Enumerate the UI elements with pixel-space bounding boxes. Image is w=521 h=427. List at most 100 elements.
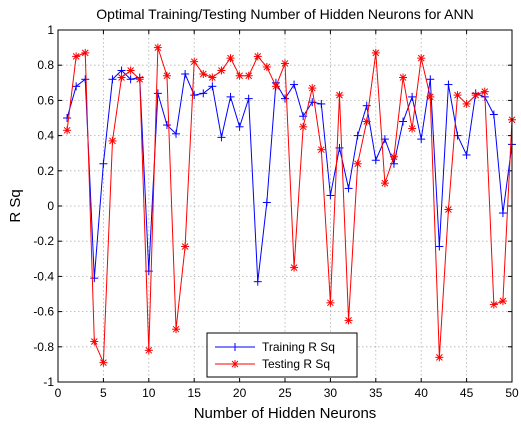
series-2-point	[190, 57, 199, 66]
series-2-point	[444, 205, 453, 214]
series-1-point	[408, 92, 417, 101]
x-tick-label: 45	[460, 386, 474, 400]
y-tick-label: -0.2	[33, 234, 54, 248]
series-2-point	[153, 43, 162, 52]
legend-label-1: Training R Sq	[262, 340, 335, 354]
series-2-point	[235, 71, 244, 80]
y-axis-label: R Sq	[7, 189, 24, 222]
x-tick-label: 30	[324, 386, 338, 400]
series-2-point	[199, 70, 208, 78]
x-tick-label: 15	[188, 386, 202, 400]
series-2-point	[81, 48, 90, 57]
series-1-point	[117, 66, 126, 75]
series-1-point	[244, 94, 253, 103]
series-2-point	[335, 91, 344, 100]
axis-ticks	[57, 29, 513, 383]
x-tick-label: 50	[505, 386, 519, 400]
series-2-point	[271, 82, 280, 91]
y-tick-label: -0.6	[33, 305, 54, 319]
series-2-point	[326, 298, 335, 307]
series-2-point	[90, 337, 99, 346]
series-1-point	[153, 89, 162, 98]
series-1-point	[162, 121, 171, 130]
series-2-point	[226, 54, 235, 63]
y-tick-labels: -1 -0.8 -0.6 -0.4 -0.2 0 0.2 0.4 0.6 0.8 1	[33, 23, 54, 389]
series-2-point	[290, 263, 299, 272]
x-tick-labels: 0 5 10 15 20 25 30 35 40 45 50	[55, 386, 519, 400]
series-2-point	[399, 73, 408, 82]
series-2-point	[380, 179, 389, 188]
series-1-point	[317, 99, 326, 108]
series-1-point	[172, 129, 181, 138]
y-tick-label: 0.6	[37, 93, 54, 107]
series-2-point	[244, 71, 253, 80]
series-2-point	[308, 84, 317, 93]
series-1-point	[462, 150, 471, 159]
x-tick-label: 35	[369, 386, 383, 400]
series-2-point	[489, 300, 498, 309]
series-1-point	[253, 277, 262, 286]
series-1-point	[208, 82, 217, 91]
series-2-point	[63, 126, 72, 135]
series-1-point	[235, 122, 244, 131]
series-2-point	[353, 159, 362, 168]
series-2-point	[108, 136, 117, 145]
y-tick-label: -0.8	[33, 340, 54, 354]
series-1-point	[126, 75, 135, 84]
series-line-2	[66, 47, 513, 363]
grid-lines	[58, 30, 512, 382]
chart-title: Optimal Training/Testing Number of Hidde…	[96, 6, 473, 22]
x-tick-label: 40	[415, 386, 429, 400]
series-1-point	[226, 92, 235, 101]
y-tick-label: -0.4	[33, 269, 54, 283]
series-2-point	[498, 297, 507, 306]
x-tick-label: 5	[100, 386, 107, 400]
legend: Training R Sq Testing R Sq	[206, 332, 358, 378]
series-1-point	[399, 117, 408, 126]
series-1-point	[498, 209, 507, 218]
series-2-point	[389, 152, 398, 161]
series-1-point	[326, 191, 335, 200]
series-1-point	[190, 91, 199, 100]
series-2-point	[126, 66, 135, 75]
legend-items: Training R Sq Testing R Sq	[215, 340, 335, 371]
series-2-point	[135, 75, 144, 84]
series-1-point	[181, 70, 190, 78]
series-1-point	[290, 80, 299, 89]
series-1-point	[108, 75, 117, 84]
series-1-point	[353, 131, 362, 140]
plot-frame	[57, 29, 513, 383]
legend-label-2: Testing R Sq	[262, 357, 330, 371]
y-tick-label: 1	[47, 23, 54, 37]
series-1-point	[262, 198, 271, 207]
series-2-point	[417, 54, 426, 63]
x-tick-label: 10	[142, 386, 156, 400]
series-1-point	[72, 82, 81, 91]
series-1-point	[489, 110, 498, 119]
series-2-point	[344, 316, 353, 325]
series-2-point	[181, 242, 190, 251]
series-1-point	[426, 75, 435, 84]
series-1-point	[99, 159, 108, 168]
x-tick-label: 25	[278, 386, 292, 400]
series-2-point	[281, 59, 289, 68]
legend-marker-1	[231, 343, 239, 351]
series-2-point	[208, 73, 217, 82]
series-1-point	[63, 114, 72, 122]
x-tick-label: 0	[55, 386, 62, 400]
series-2-point	[408, 124, 417, 133]
y-tick-label: 0.8	[37, 58, 54, 72]
series-2-point	[217, 66, 226, 75]
series-2-point	[299, 122, 308, 131]
legend-box	[206, 332, 358, 378]
y-tick-label: 0.4	[37, 129, 54, 143]
series-1-point	[362, 101, 371, 110]
series-group	[63, 43, 516, 367]
series-2-point	[453, 91, 462, 100]
series-2-point	[480, 87, 489, 96]
series-1-point	[417, 135, 426, 144]
y-tick-label: -1	[43, 375, 54, 389]
series-2-point	[117, 73, 126, 82]
series-2-point	[72, 52, 81, 61]
